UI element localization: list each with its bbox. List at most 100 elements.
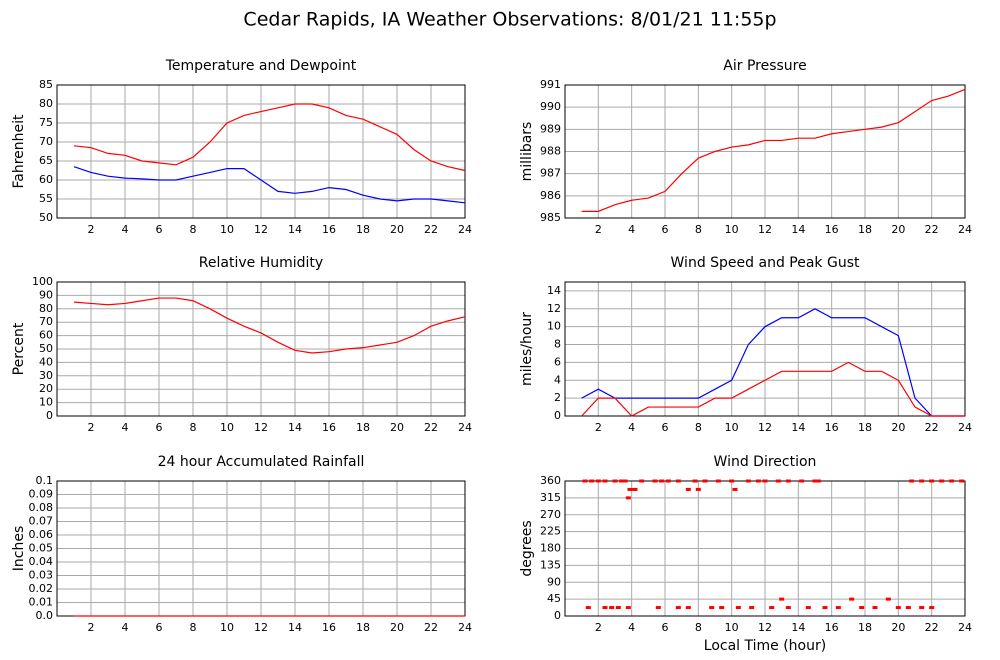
x-tick-label: 10 xyxy=(725,223,739,236)
x-tick-label: 10 xyxy=(220,223,234,236)
y-tick-label: 75 xyxy=(39,116,53,129)
data-point xyxy=(709,606,715,610)
x-tick-label: 22 xyxy=(424,223,438,236)
data-point xyxy=(812,479,818,483)
data-point xyxy=(929,606,935,610)
x-tick-label: 8 xyxy=(190,621,197,634)
x-tick-label: 18 xyxy=(356,621,370,634)
data-line xyxy=(73,166,466,204)
y-tick-label: 360 xyxy=(540,474,561,487)
data-point xyxy=(959,479,965,483)
y-tick-label: 50 xyxy=(39,342,53,355)
x-tick-label: 2 xyxy=(595,223,602,236)
x-tick-label: 2 xyxy=(595,621,602,634)
x-tick-label: 2 xyxy=(88,421,95,434)
x-tick-label: 10 xyxy=(220,421,234,434)
data-point xyxy=(582,479,588,483)
y-tick-label: 270 xyxy=(540,508,561,521)
x-tick-label: 18 xyxy=(858,621,872,634)
data-point xyxy=(732,487,738,491)
x-tick-label: 20 xyxy=(390,621,404,634)
y-axis-label: millibars xyxy=(519,122,535,182)
data-point xyxy=(715,479,721,483)
y-tick-label: 50 xyxy=(39,211,53,224)
data-point xyxy=(627,487,633,491)
x-tick-label: 14 xyxy=(791,223,805,236)
y-tick-label: 987 xyxy=(540,167,561,180)
data-point xyxy=(745,479,751,483)
x-tick-label: 18 xyxy=(858,421,872,434)
y-tick-label: 80 xyxy=(39,97,53,110)
y-tick-label: 20 xyxy=(39,382,53,395)
data-point xyxy=(885,597,891,601)
x-tick-label: 20 xyxy=(891,421,905,434)
x-tick-label: 2 xyxy=(88,621,95,634)
y-tick-label: 8 xyxy=(554,338,561,351)
data-point xyxy=(702,479,708,483)
x-tick-label: 4 xyxy=(122,621,129,634)
y-tick-label: 988 xyxy=(540,145,561,158)
y-tick-label: 989 xyxy=(540,122,561,135)
y-tick-label: 40 xyxy=(39,355,53,368)
plot-frame xyxy=(564,281,966,417)
y-tick-label: 0 xyxy=(46,409,53,422)
x-tick-label: 16 xyxy=(825,421,839,434)
data-point xyxy=(729,479,735,483)
y-tick-label: 90 xyxy=(39,288,53,301)
data-point xyxy=(622,479,628,483)
y-tick-label: 0.0 xyxy=(36,609,54,622)
y-tick-label: 985 xyxy=(540,211,561,224)
data-point xyxy=(639,479,645,483)
y-tick-label: 90 xyxy=(547,575,561,588)
data-point xyxy=(625,496,631,500)
x-tick-label: 18 xyxy=(356,421,370,434)
x-tick-label: 4 xyxy=(122,421,129,434)
data-line xyxy=(73,297,466,354)
y-tick-label: 70 xyxy=(39,315,53,328)
x-tick-label: 12 xyxy=(758,421,772,434)
y-axis-label: Inches xyxy=(11,526,27,571)
x-tick-label: 16 xyxy=(322,421,336,434)
data-line xyxy=(581,308,965,417)
data-point xyxy=(632,487,638,491)
data-line xyxy=(581,361,965,417)
y-tick-label: 135 xyxy=(540,558,561,571)
data-point xyxy=(735,606,741,610)
x-tick-label: 6 xyxy=(662,421,669,434)
data-point xyxy=(905,606,911,610)
plot-frame xyxy=(564,84,966,219)
data-point xyxy=(895,606,901,610)
data-point xyxy=(595,479,601,483)
x-tick-label: 20 xyxy=(390,421,404,434)
data-point xyxy=(692,479,698,483)
x-tick-label: 22 xyxy=(424,421,438,434)
data-point xyxy=(949,479,955,483)
x-tick-label: 24 xyxy=(458,421,472,434)
x-tick-label: 4 xyxy=(628,223,635,236)
data-point xyxy=(779,597,785,601)
y-axis-label: miles/hour xyxy=(519,312,535,386)
data-point xyxy=(615,606,621,610)
chart-title: Temperature and Dewpoint xyxy=(165,58,357,74)
x-tick-label: 24 xyxy=(958,223,972,236)
y-tick-label: 12 xyxy=(547,302,561,315)
x-tick-label: 12 xyxy=(254,421,268,434)
x-tick-label: 20 xyxy=(390,223,404,236)
x-tick-label: 24 xyxy=(958,621,972,634)
y-tick-label: 45 xyxy=(547,592,561,605)
data-point xyxy=(785,479,791,483)
x-tick-label: 14 xyxy=(288,223,302,236)
data-point xyxy=(612,479,618,483)
x-tick-label: 10 xyxy=(725,421,739,434)
x-tick-label: 22 xyxy=(925,223,939,236)
x-tick-label: 22 xyxy=(424,621,438,634)
data-point xyxy=(655,606,661,610)
x-tick-label: 8 xyxy=(695,621,702,634)
data-point xyxy=(775,479,781,483)
data-point xyxy=(602,479,608,483)
x-tick-label: 18 xyxy=(356,223,370,236)
y-axis-label: degrees xyxy=(519,520,535,576)
data-point xyxy=(919,606,925,610)
data-point xyxy=(685,606,691,610)
